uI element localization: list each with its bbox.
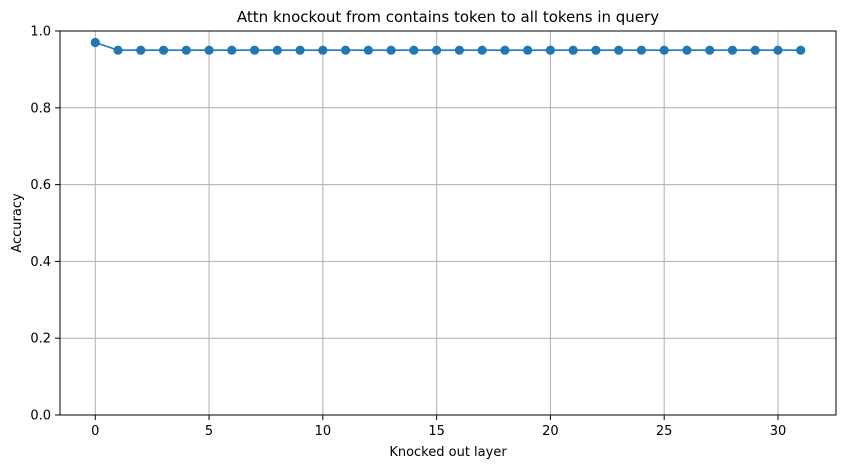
data-point [90,37,100,48]
y-tick-label: 0.0 [30,409,51,424]
x-tick-label: 15 [428,424,445,439]
x-tick-label: 25 [656,424,673,439]
data-point [705,45,715,55]
y-tick-label: 0.4 [30,255,51,270]
data-point [659,45,669,55]
series [90,37,806,55]
y-tick-label: 1.0 [30,25,51,40]
data-point [136,45,146,55]
data-point [454,45,464,55]
data-point [227,45,237,55]
data-point [432,45,442,55]
data-point [591,45,601,55]
data-point [545,45,556,55]
y-tick-label: 0.8 [30,101,51,116]
data-point [113,45,123,55]
data-point [727,45,738,55]
data-point [796,45,806,55]
data-point [340,45,351,55]
data-point [409,45,419,55]
grid [60,30,836,416]
data-point [295,45,305,55]
data-point [158,45,169,55]
data-point [750,45,760,55]
accuracy-series-line [95,41,801,52]
x-tick-label: 20 [542,424,559,439]
chart-title: Attn knockout from contains token to all… [237,8,659,26]
data-point [363,45,373,55]
data-point [523,45,533,55]
y-tick-label: 0.2 [30,332,51,347]
x-axis-label: Knocked out layer [389,445,507,460]
axis-ticks: 0 5 10 15 20 25 30 0.0 0.2 0.4 0.6 0.8 1.0 [30,25,786,440]
data-point [614,45,624,55]
data-point [773,45,783,55]
data-point [318,45,328,55]
data-point [477,45,487,55]
data-point [636,45,647,55]
x-tick-label: 10 [315,424,332,439]
data-point [568,45,578,55]
x-tick-label: 30 [770,424,787,439]
x-tick-label: 0 [91,424,99,439]
data-point [500,45,510,55]
data-point [386,45,396,55]
data-point [682,45,692,55]
data-point [181,45,191,55]
data-point [249,45,260,55]
data-point [272,45,282,55]
data-point [204,45,214,55]
y-axis-label: Accuracy [10,193,25,253]
y-tick-label: 0.6 [30,178,51,193]
x-tick-label: 5 [205,424,213,439]
plot-area-frame [59,30,837,416]
